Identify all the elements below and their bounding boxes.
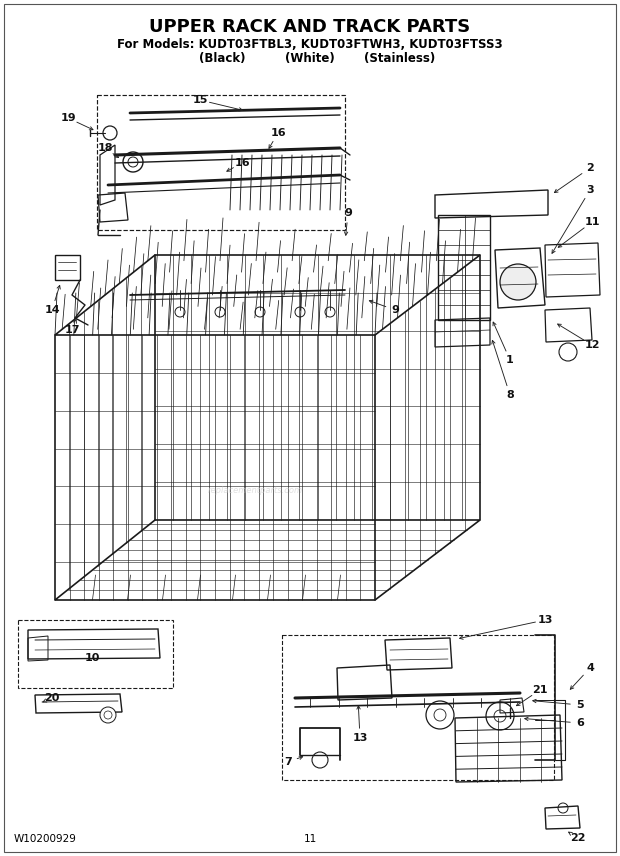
Text: For Models: KUDT03FTBL3, KUDT03FTWH3, KUDT03FTSS3: For Models: KUDT03FTBL3, KUDT03FTWH3, KU… — [117, 38, 503, 51]
Circle shape — [103, 126, 117, 140]
Text: 3: 3 — [586, 185, 594, 195]
Circle shape — [175, 307, 185, 317]
Bar — [97, 95, 345, 230]
Bar — [18, 620, 173, 688]
Text: 4: 4 — [586, 663, 594, 673]
Text: 14: 14 — [44, 305, 60, 315]
Text: 15: 15 — [192, 95, 208, 105]
Circle shape — [500, 264, 536, 300]
Text: (White): (White) — [285, 52, 335, 65]
Circle shape — [215, 307, 225, 317]
Text: 13: 13 — [538, 615, 552, 625]
Text: 11: 11 — [584, 217, 600, 227]
Text: 6: 6 — [576, 718, 584, 728]
Text: 21: 21 — [532, 685, 547, 695]
Text: 16: 16 — [270, 128, 286, 138]
Circle shape — [312, 752, 328, 768]
Text: W10200929: W10200929 — [14, 834, 77, 844]
Text: 8: 8 — [506, 390, 514, 400]
Circle shape — [426, 701, 454, 729]
Circle shape — [255, 307, 265, 317]
Text: 20: 20 — [44, 693, 60, 703]
Text: 18: 18 — [97, 143, 113, 153]
Circle shape — [100, 707, 116, 723]
Text: 11: 11 — [303, 834, 317, 844]
Text: replacementparts.com: replacementparts.com — [208, 485, 303, 495]
Text: 2: 2 — [586, 163, 594, 173]
Text: 9: 9 — [391, 305, 399, 315]
Text: 7: 7 — [284, 757, 292, 767]
Circle shape — [123, 152, 143, 172]
Bar — [282, 635, 554, 780]
Text: 19: 19 — [60, 113, 76, 123]
Text: (Black): (Black) — [199, 52, 246, 65]
Circle shape — [325, 307, 335, 317]
Text: 17: 17 — [64, 325, 80, 335]
Text: UPPER RACK AND TRACK PARTS: UPPER RACK AND TRACK PARTS — [149, 18, 471, 36]
Text: 1: 1 — [506, 355, 514, 365]
Text: 12: 12 — [584, 340, 600, 350]
Text: 16: 16 — [234, 158, 250, 168]
Text: (Stainless): (Stainless) — [365, 52, 436, 65]
Text: 10: 10 — [84, 653, 100, 663]
Circle shape — [559, 343, 577, 361]
Text: 9: 9 — [344, 208, 352, 218]
Text: 5: 5 — [576, 700, 584, 710]
Circle shape — [295, 307, 305, 317]
Circle shape — [486, 702, 514, 730]
Text: 13: 13 — [352, 733, 368, 743]
Text: 22: 22 — [570, 833, 586, 843]
